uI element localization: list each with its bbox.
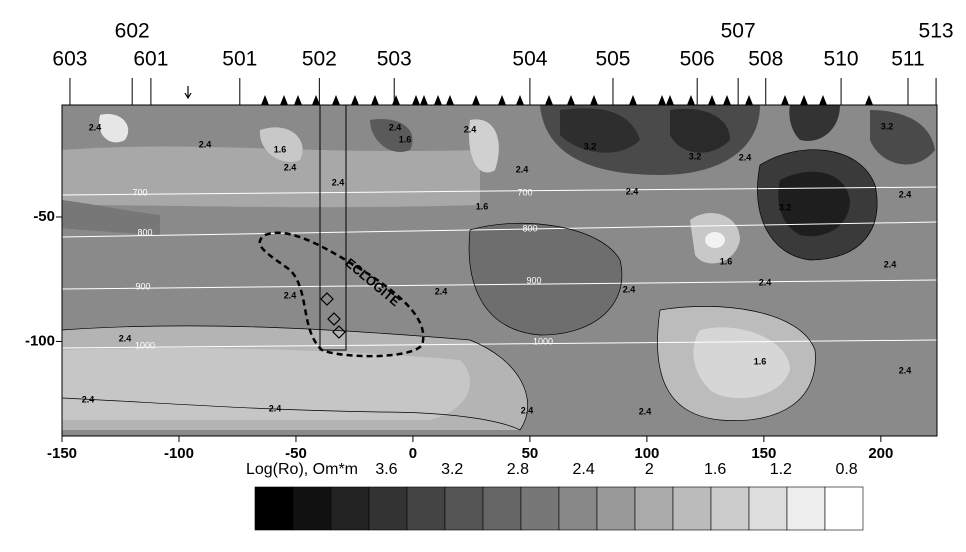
x-tick-label: 100	[634, 445, 659, 462]
contour-label: 2.4	[332, 177, 345, 187]
colorbar-swatch	[368, 486, 408, 531]
colorbar-swatch	[254, 486, 294, 531]
contour-label: 1.6	[274, 144, 287, 154]
contour-lines	[61, 149, 878, 431]
contour-label: 2.4	[899, 365, 912, 375]
colorbar-swatch	[330, 486, 370, 531]
contour-label: 3.2	[689, 151, 702, 161]
x-tick-label: 150	[751, 445, 776, 462]
contour-label: 2.4	[759, 277, 772, 287]
isotherm-label: 700	[517, 187, 532, 197]
contour-label: 3.2	[584, 141, 597, 151]
colorbar-tick-label: 3.6	[375, 461, 397, 478]
x-tick-label: -100	[164, 445, 194, 462]
contour-label: 2.4	[284, 162, 297, 172]
contour-label: 1.6	[754, 356, 767, 366]
colorbar-title: Log(Ro), Om*m	[246, 461, 358, 478]
colorbar-swatch	[292, 486, 332, 531]
contour-label: 1.6	[720, 256, 733, 266]
x-tick-label: 50	[522, 445, 539, 462]
colorbar-tick-label: 2.4	[573, 461, 595, 478]
station-label: 602	[115, 20, 150, 43]
station-label: 507	[721, 20, 756, 43]
colorbar-swatch	[520, 486, 560, 531]
contour-label: 3.2	[881, 121, 894, 131]
y-tick-label: -100	[25, 332, 55, 349]
colorbar-swatch	[558, 486, 598, 531]
station-label: 513	[919, 20, 954, 43]
colorbar-tick-label: 2.8	[507, 461, 529, 478]
colorbar-tick-label: 0.8	[835, 461, 857, 478]
colorbar-swatch	[672, 486, 712, 531]
isotherm-label: 700	[132, 187, 147, 197]
colorbar-swatch	[406, 486, 446, 531]
station-label: 504	[512, 48, 547, 71]
station-label: 501	[222, 48, 257, 71]
isotherm-label: 1000	[135, 340, 155, 350]
isotherm-label: 800	[522, 223, 537, 233]
x-tick-label: 200	[868, 445, 893, 462]
contour-label: 1.6	[476, 201, 489, 211]
arrow	[184, 86, 192, 100]
colorbar-swatch	[634, 486, 674, 531]
isotherm-label: 800	[137, 227, 152, 237]
contour-label: 2.4	[89, 122, 102, 132]
station-label: 506	[680, 48, 715, 71]
colorbar-swatch	[786, 486, 826, 531]
station-label: 503	[377, 48, 412, 71]
y-tick-label: -50	[33, 208, 55, 225]
contour-label: 2.4	[119, 333, 132, 343]
contour-label: 2.4	[199, 139, 212, 149]
isotherm-label: 1000	[533, 336, 553, 346]
contour-label: 2.4	[521, 405, 534, 415]
sample-diamonds	[320, 292, 346, 339]
site-triangles	[261, 95, 873, 105]
x-tick-label: -150	[47, 445, 77, 462]
colorbar-tick-label: 1.6	[704, 461, 726, 478]
contour-label: 2.4	[284, 290, 297, 300]
colorbar-tick-label: 2	[645, 461, 654, 478]
station-label: 510	[824, 48, 859, 71]
isotherm-label: 900	[526, 275, 541, 285]
contour-label: 1.6	[399, 134, 412, 144]
colorbar-swatch	[748, 486, 788, 531]
contour-fill	[62, 105, 937, 436]
contour-label: 2.4	[884, 259, 897, 269]
contour-label: 2.4	[82, 394, 95, 404]
colorbar-tick-label: 1.2	[770, 461, 792, 478]
station-label: 505	[595, 48, 630, 71]
colorbar-swatch	[482, 486, 522, 531]
station-label: 502	[302, 48, 337, 71]
x-tick-label: -50	[285, 445, 307, 462]
colorbar-tick-label: 3.2	[441, 461, 463, 478]
contour-label: 2.4	[899, 189, 912, 199]
contour-label: 2.4	[516, 164, 529, 174]
contour-label: 2.4	[626, 186, 639, 196]
contour-label: 2.4	[435, 286, 448, 296]
station-label: 603	[52, 48, 87, 71]
contour-label: 2.4	[639, 406, 652, 416]
contour-label: 2.4	[269, 403, 282, 413]
station-label: 601	[133, 48, 168, 71]
contour-label: 2.4	[739, 152, 752, 162]
colorbar-swatch	[824, 486, 864, 531]
contour-label: 2.4	[464, 124, 477, 134]
x-tick-label: 0	[409, 445, 417, 462]
colorbar-swatch	[710, 486, 750, 531]
colorbar-swatch	[596, 486, 636, 531]
station-label: 508	[748, 48, 783, 71]
contour-label: 3.2	[779, 202, 792, 212]
contour-label: 2.4	[623, 284, 636, 294]
station-label: 511	[891, 48, 924, 71]
isotherm-label: 900	[135, 281, 150, 291]
contour-label: 2.4	[389, 122, 402, 132]
colorbar-swatch	[444, 486, 484, 531]
